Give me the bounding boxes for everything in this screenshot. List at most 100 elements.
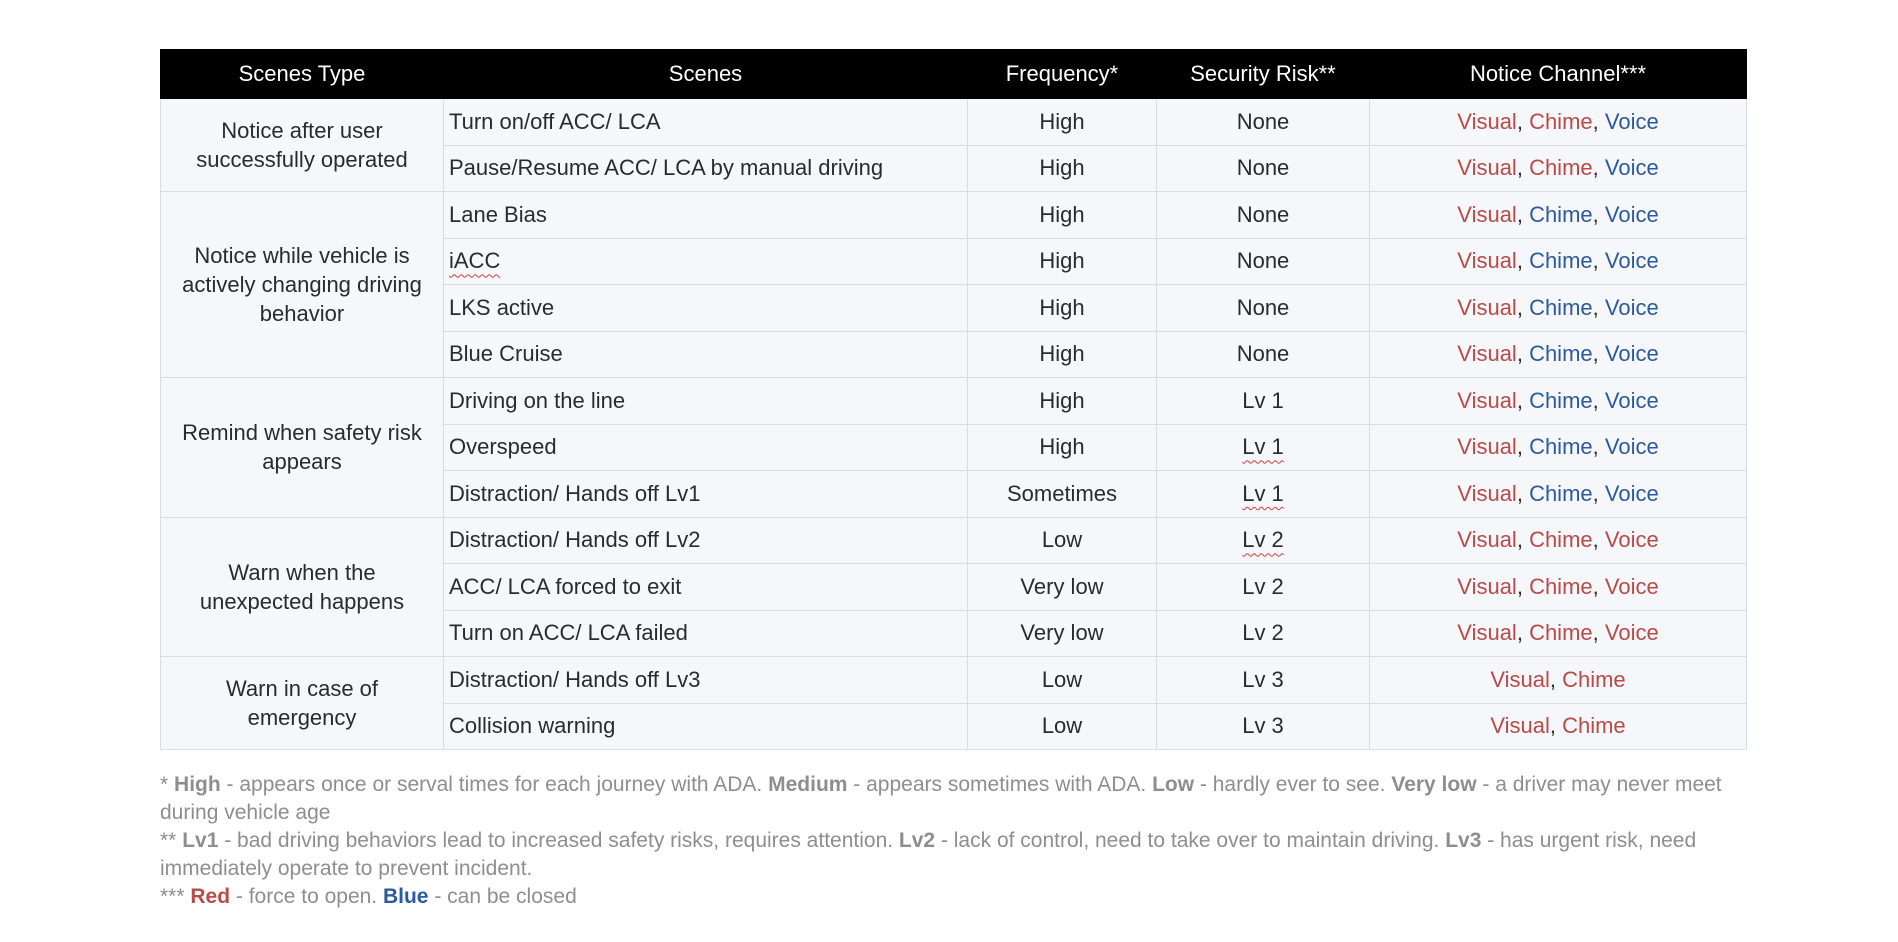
security-risk-text: None	[1236, 155, 1290, 181]
channel-chime: Chime	[1529, 201, 1593, 227]
footnote-marker: ***	[160, 885, 185, 908]
notice-channel-cell: Visual, Chime, Voice	[1369, 284, 1747, 332]
frequency-cell: Sometimes	[967, 470, 1157, 518]
scene-cell: Pause/Resume ACC/ LCA by manual driving	[443, 144, 968, 192]
scene-cell: LKS active	[443, 284, 968, 332]
notice-channel-cell: Visual, Chime, Voice	[1369, 237, 1747, 285]
channel-visual: Visual	[1490, 713, 1550, 739]
frequency-cell: High	[967, 284, 1157, 332]
notice-channel-cell: Visual, Chime, Voice	[1369, 191, 1747, 239]
scene-cell: Driving on the line	[443, 377, 968, 425]
table-row: Notice while vehicle is actively changin…	[160, 191, 1747, 378]
header-row: Scenes Type Scenes Frequency* Security R…	[160, 49, 1747, 99]
scene-text: Driving on the line	[449, 387, 626, 413]
footnote-marker: *	[160, 773, 169, 796]
channel-visual: Visual	[1457, 341, 1517, 367]
table-row: ACC/ LCA forced to exit Very low Lv 2 Visua…	[161, 563, 1747, 611]
security-risk-cell: Lv 2	[1156, 609, 1370, 657]
security-risk-cell: None	[1156, 191, 1370, 239]
desc-medium: - appears sometimes with ADA.	[847, 773, 1153, 796]
channel-chime: Chime	[1529, 155, 1593, 181]
notice-channel-cell: Visual, Chime, Voice	[1369, 377, 1747, 425]
header-frequency: Frequency*	[967, 49, 1157, 99]
security-risk-cell: None	[1156, 144, 1370, 192]
scene-cell: ACC/ LCA forced to exit	[443, 563, 968, 611]
channel-voice: Voice	[1604, 155, 1659, 181]
scene-cell: Distraction/ Hands off Lv1	[443, 470, 968, 518]
frequency-cell: Very low	[967, 563, 1157, 611]
security-risk-text: Lv 3	[1242, 666, 1284, 692]
channel-chime: Chime	[1529, 480, 1593, 506]
table-row: Collision warning Low Lv 3 Visual, Chime	[161, 702, 1747, 750]
table-row: Turn on ACC/ LCA failed Very low Lv 2 Visua…	[161, 609, 1747, 657]
scenes-table: Scenes Type Scenes Frequency* Security R…	[160, 49, 1747, 750]
scene-cell: iACC	[443, 237, 968, 285]
notice-channel-cell: Visual, Chime, Voice	[1369, 144, 1747, 192]
channel-chime: Chime	[1529, 341, 1593, 367]
notice-channel-cell: Visual, Chime, Voice	[1369, 330, 1747, 378]
channel-chime: Chime	[1529, 620, 1593, 646]
scenes-type-cell: Remind when safety risk appears	[160, 377, 444, 518]
term-blue: Blue	[382, 885, 429, 908]
channel-chime: Chime	[1529, 573, 1593, 599]
frequency-cell: High	[967, 330, 1157, 378]
security-risk-cell: None	[1156, 330, 1370, 378]
security-risk-cell: None	[1156, 284, 1370, 332]
channel-visual: Visual	[1457, 294, 1517, 320]
security-risk-text: None	[1236, 248, 1290, 274]
frequency-cell: High	[967, 423, 1157, 471]
channel-visual: Visual	[1457, 573, 1517, 599]
notice-channel-cell: Visual, Chime, Voice	[1369, 98, 1747, 146]
channel-voice: Voice	[1604, 248, 1659, 274]
desc-lv1: - bad driving behaviors lead to increase…	[218, 829, 899, 852]
scene-cell: Collision warning	[443, 702, 968, 750]
scene-text: Distraction/ Hands off Lv2	[449, 527, 701, 553]
security-risk-text: Lv 2	[1242, 620, 1284, 646]
security-risk-text: Lv 1	[1242, 387, 1284, 413]
scene-text: Distraction/ Hands off Lv1	[449, 480, 701, 506]
scene-text: Lane Bias	[449, 201, 547, 227]
header-scenes: Scenes	[443, 49, 968, 99]
scenes-type-cell: Warn when the unexpected happens	[160, 516, 444, 657]
header-notice-channel: Notice Channel***	[1369, 49, 1747, 99]
footnote-frequency: * High - appears once or serval times fo…	[160, 771, 1740, 827]
security-risk-text: Lv 1	[1242, 434, 1284, 460]
frequency-cell: High	[967, 98, 1157, 146]
channel-chime: Chime	[1529, 294, 1593, 320]
desc-lv2: - lack of control, need to take over to …	[935, 829, 1446, 852]
channel-visual: Visual	[1457, 434, 1517, 460]
desc-high: - appears once or serval times for each …	[220, 773, 769, 796]
footnote-marker: **	[160, 829, 177, 852]
notice-channel-cell: Visual, Chime, Voice	[1369, 516, 1747, 564]
channel-chime: Chime	[1529, 527, 1593, 553]
desc-low: - hardly ever to see.	[1194, 773, 1392, 796]
table-body: Notice after user successfully operated T…	[160, 98, 1747, 750]
frequency-cell: Low	[967, 702, 1157, 750]
security-risk-cell: Lv 2	[1156, 563, 1370, 611]
channel-voice: Voice	[1604, 527, 1659, 553]
security-risk-text: Lv 2	[1242, 527, 1284, 553]
table-row: Remind when safety risk appears Driving o…	[160, 377, 1747, 518]
channel-voice: Voice	[1604, 480, 1659, 506]
channel-visual: Visual	[1457, 480, 1517, 506]
scene-text: Overspeed	[449, 434, 557, 460]
scenes-type-cell: Warn in case of emergency	[160, 656, 444, 750]
table-row: LKS active High None Visual, Chime, Voice	[161, 284, 1747, 332]
scene-cell: Blue Cruise	[443, 330, 968, 378]
security-risk-text: Lv 2	[1242, 573, 1284, 599]
channel-visual: Visual	[1457, 108, 1517, 134]
scene-text: Blue Cruise	[449, 341, 563, 367]
scenes-table-container: Scenes Type Scenes Frequency* Security R…	[160, 49, 1747, 750]
scene-cell: Distraction/ Hands off Lv2	[443, 516, 968, 564]
table-row: Notice after user successfully operated T…	[160, 98, 1747, 192]
term-lv3: Lv3	[1445, 829, 1482, 852]
footnote-channel: *** Red - force to open. Blue - can be c…	[160, 883, 1740, 911]
scenes-type-cell: Notice after user successfully operated	[160, 98, 444, 192]
security-risk-cell: None	[1156, 237, 1370, 285]
channel-chime: Chime	[1529, 248, 1593, 274]
channel-voice: Voice	[1604, 108, 1659, 134]
channel-chime: Chime	[1529, 387, 1593, 413]
security-risk-text: None	[1236, 294, 1290, 320]
scene-cell: Turn on/off ACC/ LCA	[443, 98, 968, 146]
term-high: High	[174, 773, 221, 796]
